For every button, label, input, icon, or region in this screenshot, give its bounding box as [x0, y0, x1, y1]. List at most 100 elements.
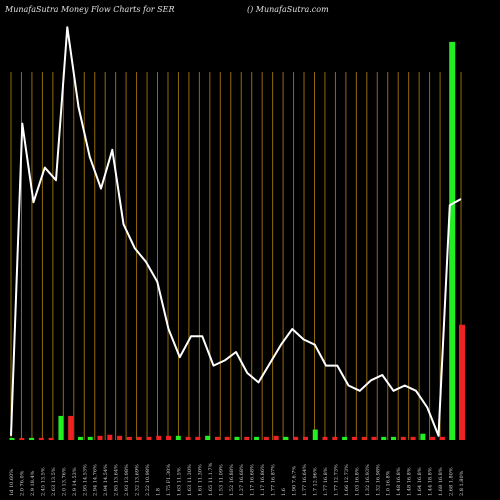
volume-bar [9, 438, 15, 440]
x-tick-label: 1.77 16.64% [302, 464, 308, 496]
volume-bar [381, 436, 387, 440]
x-tick-label: 1.52 16.88% [229, 464, 235, 496]
volume-bar [351, 436, 357, 440]
volume-bar [195, 436, 201, 440]
volume-bar [312, 429, 318, 440]
x-tick-label: 1.0 16.8% [386, 470, 392, 496]
volume-bar [117, 435, 123, 440]
x-tick-label: 1.6 [281, 488, 287, 496]
x-axis-labels: 1d 10.60% 2.0 76.0% 2.9 18.4% 2.45 13.5% 2.6… [9, 462, 465, 496]
volume-bar [77, 436, 83, 440]
chart-title: MunafaSutra Money Flow Charts for SER [5, 5, 175, 14]
x-tick-label: 1.32 16.93% [365, 464, 371, 496]
volume-bar [234, 436, 240, 440]
x-tick-label: 1.53 11.09% [218, 464, 224, 496]
volume-bar [400, 436, 406, 440]
x-tick-label: 1d 10.60% [9, 469, 15, 496]
volume-bar [175, 435, 181, 440]
volume-bar [48, 437, 54, 440]
x-tick-label: 1.65 11.1.7% [208, 462, 214, 496]
x-tick-label: 1.48 16.8% [396, 467, 402, 496]
volume-bar [38, 437, 44, 440]
x-tick-label: 2.32 13.69% [135, 464, 141, 496]
x-tick-label: 1.17 16.86% [260, 464, 266, 496]
x-tick-label: 1.27 16.68% [239, 464, 245, 496]
volume-bar [29, 437, 35, 440]
volume-bar [126, 436, 132, 440]
x-tick-label: 1.63 11.5% [176, 467, 182, 496]
volume-bar [283, 436, 289, 440]
copyright-notice: () MunafaSutra.com [247, 5, 329, 14]
volume-bar [361, 436, 367, 440]
x-tick-label: 1.68 16.8% [438, 467, 444, 496]
x-tick-label: 1.61 11.30% [197, 464, 203, 496]
volume-bar [58, 415, 64, 440]
volume-bar [322, 436, 328, 440]
volume-bar [430, 436, 436, 440]
volume-bar [214, 436, 220, 440]
x-tick-label: 2.0 13.76% [61, 467, 67, 496]
money-flow-line [10, 26, 462, 437]
grid-lines [10, 72, 462, 440]
x-tick-label: 2.0 76.0% [19, 470, 25, 496]
volume-bar [254, 436, 260, 440]
x-tick-label: 1.48 16.8% [407, 467, 413, 496]
x-tick-label: 1.17 16.68% [250, 464, 256, 496]
volume-bar [459, 324, 465, 440]
x-tick-label: 1.7 12.96% [312, 467, 318, 496]
volume-bar [449, 41, 456, 441]
volume-bars [9, 41, 465, 441]
x-tick-label: 1.66 12.73% [344, 464, 350, 496]
x-tick-label: 2.9 18.4% [30, 470, 36, 496]
x-tick-label: 2.94 14.54% [103, 464, 109, 496]
volume-bar [107, 434, 113, 440]
volume-bar [97, 435, 103, 440]
x-tick-label: 1.90 7.6.7% [292, 466, 298, 496]
volume-bar [342, 436, 348, 440]
volume-bar [185, 436, 191, 440]
x-tick-label: 1.64 16.8% [417, 467, 423, 496]
money-flow-series-line [10, 26, 462, 437]
x-tick-label: 1.32 16.98% [375, 464, 381, 496]
x-tick-label: 1.03 16.8% [354, 467, 360, 496]
volume-bar [420, 433, 426, 440]
volume-bar [263, 436, 269, 440]
x-tick-label: 2.94 14.76% [93, 464, 99, 496]
volume-bar [156, 435, 162, 440]
volume-bar [439, 436, 445, 440]
x-tick-label: 2.8 1.80% [459, 470, 465, 496]
volume-bar [273, 435, 279, 440]
x-tick-label: 2.22 10.98% [145, 464, 151, 496]
volume-bar [224, 436, 230, 440]
x-tick-label: 1.75 F1.30% [166, 464, 172, 496]
volume-bar [146, 436, 152, 440]
volume-bar [68, 415, 74, 440]
x-tick-label: 2.68 1.80% [449, 467, 455, 496]
x-tick-label: 1.77 12.73% [333, 464, 339, 496]
volume-bar [410, 436, 416, 440]
volume-bar [205, 435, 211, 440]
x-tick-label: 1.63 11.30% [187, 464, 193, 496]
x-tick-label: 2.85 13.64% [114, 464, 120, 496]
x-tick-label: 1.8 [156, 488, 162, 496]
volume-bar [293, 436, 299, 440]
volume-bar [136, 436, 142, 440]
x-tick-label: 2.9 14.53% [72, 467, 78, 496]
x-tick-label: 2.95 14.53% [82, 464, 88, 496]
x-tick-label: 2.45 13.5% [40, 467, 46, 496]
x-tick-label: 1.77 16.8% [323, 467, 329, 496]
volume-bar [302, 436, 308, 440]
x-tick-label: 2.63 13.5% [51, 467, 57, 496]
volume-bar [87, 436, 93, 440]
volume-bar [332, 436, 338, 440]
x-tick-label: 1.44 18.8% [428, 467, 434, 496]
volume-bar [19, 438, 25, 440]
volume-bar [166, 435, 172, 440]
x-tick-label: 1.77 16.87% [271, 464, 277, 496]
volume-bar [244, 436, 250, 440]
x-tick-label: 2.93 13.98% [124, 464, 130, 496]
volume-bar [371, 436, 377, 440]
volume-bar [391, 436, 397, 440]
